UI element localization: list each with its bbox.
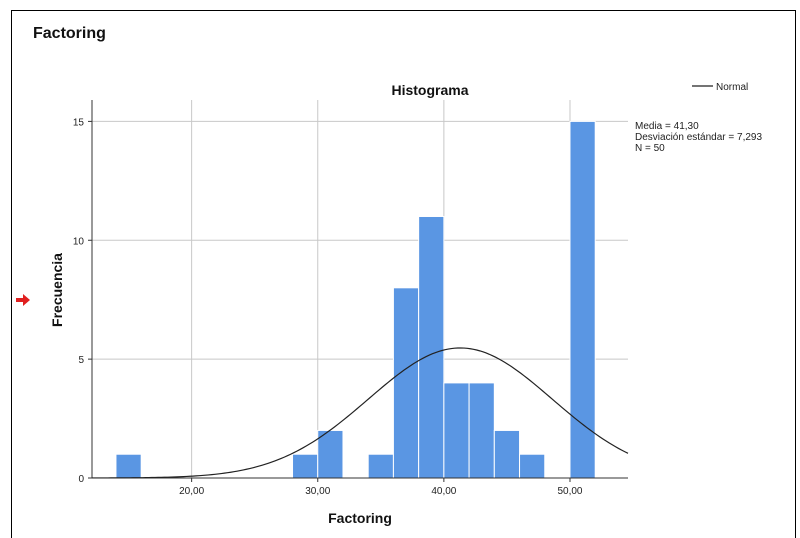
histogram-bar xyxy=(367,453,394,479)
x-tick-label: 30,00 xyxy=(305,486,330,497)
y-tick-label: 0 xyxy=(78,474,84,485)
legend-label: Normal xyxy=(716,82,748,93)
histogram-bar xyxy=(292,453,319,479)
histogram-bar xyxy=(115,453,142,479)
grid-lines xyxy=(92,100,628,478)
histogram-bar xyxy=(468,382,495,479)
red-arrow-icon xyxy=(16,294,30,306)
y-tick-label: 5 xyxy=(78,355,84,366)
stat-n: N = 50 xyxy=(635,143,665,154)
output-frame xyxy=(11,10,796,538)
output-heading: Factoring xyxy=(33,25,106,42)
x-tick-label: 50,00 xyxy=(557,486,582,497)
chart-title: Histograma xyxy=(391,82,468,98)
x-tick-label: 20,00 xyxy=(179,486,204,497)
histogram-bar xyxy=(392,287,420,479)
histogram-bar xyxy=(493,429,521,479)
normal-curve-line xyxy=(91,347,629,479)
y-tick-label: 15 xyxy=(73,117,85,128)
stat-mean: Media = 41,30 xyxy=(635,121,699,132)
histogram-bar xyxy=(569,120,596,479)
legend: Normal xyxy=(692,82,748,93)
stats-block: Media = 41,30 Desviación estándar = 7,29… xyxy=(635,121,762,154)
stat-std-dev: Desviación estándar = 7,293 xyxy=(635,132,762,143)
x-tick-label: 40,00 xyxy=(431,486,456,497)
x-axis-label: Factoring xyxy=(328,510,392,526)
axes: 0 5 10 15 20,00 30,00 40,00 50,00 xyxy=(73,100,628,497)
histogram-bar xyxy=(317,429,344,479)
histogram-bars xyxy=(115,120,596,479)
histogram-bar xyxy=(418,215,445,479)
histogram-bar xyxy=(519,453,546,479)
histogram-bar xyxy=(443,382,470,479)
y-tick-label: 10 xyxy=(73,236,85,247)
y-axis-label: Frecuencia xyxy=(49,253,65,327)
